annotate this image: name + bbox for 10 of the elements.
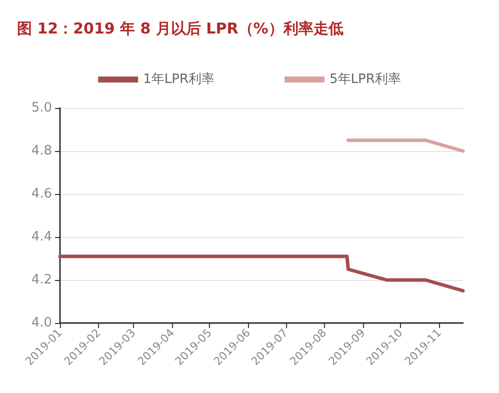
- chart-title: 图 12：2019 年 8 月以后 LPR（%）利率走低: [17, 20, 344, 38]
- y-tick-label: 4.6: [31, 186, 52, 202]
- y-tick-label: 4.0: [31, 316, 52, 330]
- y-tick-label: 4.8: [31, 144, 52, 158]
- legend-label: 1年LPR利率: [143, 71, 215, 87]
- line-series: [58, 254, 465, 292]
- y-tick-label: 5.0: [31, 100, 52, 116]
- y-tick-label: 4.4: [31, 230, 52, 244]
- legend-label: 5年LPR利率: [330, 71, 401, 87]
- y-tick-label: 4.2: [31, 272, 52, 288]
